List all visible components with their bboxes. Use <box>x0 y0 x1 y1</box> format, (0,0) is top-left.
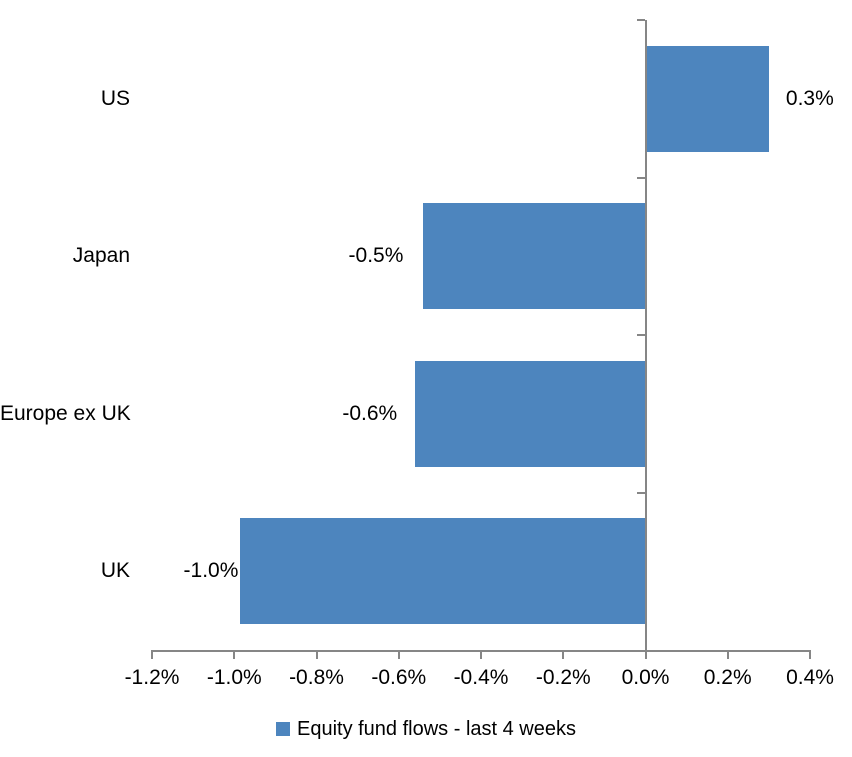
zero-axis-line <box>644 20 647 657</box>
category-tick <box>636 176 645 179</box>
x-axis-tick <box>151 650 153 659</box>
bar <box>423 203 646 310</box>
category-tick <box>636 491 645 494</box>
x-axis-tick <box>562 650 565 659</box>
x-axis-tick-label: -0.4% <box>453 666 509 689</box>
x-axis-tick-label: 0.0% <box>621 666 670 689</box>
x-axis-tick <box>809 650 811 659</box>
category-label: Europe ex UK <box>0 401 131 425</box>
legend-label: Equity fund flows - last 4 weeks <box>296 718 576 740</box>
data-label: -0.6% <box>342 401 398 425</box>
x-axis-tick-label: 0.4% <box>786 666 834 689</box>
category-label: UK <box>100 559 130 583</box>
x-axis-tick <box>315 650 318 659</box>
bar <box>415 360 646 467</box>
x-axis-tick <box>726 650 729 659</box>
x-axis-tick-label: -0.8% <box>289 666 344 689</box>
x-axis-tick-label: 0.2% <box>703 666 752 689</box>
x-axis-tick-label: -1.0% <box>206 666 262 689</box>
x-axis-tick <box>644 650 647 659</box>
legend: Equity fund flows - last 4 weeks <box>0 716 852 742</box>
data-label: 0.3% <box>785 86 834 110</box>
bar <box>645 45 769 152</box>
legend-swatch-icon <box>275 722 290 736</box>
bar <box>240 518 646 625</box>
category-tick <box>636 334 645 336</box>
x-axis-tick-label: -0.2% <box>535 666 591 689</box>
data-label: -0.5% <box>348 244 404 268</box>
x-axis-tick-label: -1.2% <box>124 666 180 689</box>
x-axis-tick <box>233 650 236 659</box>
category-label: Japan <box>72 244 130 268</box>
data-label: -1.0% <box>183 559 239 583</box>
x-axis-tick-label: -0.6% <box>371 666 427 689</box>
category-tick <box>636 19 645 21</box>
x-axis-tick <box>397 650 400 659</box>
x-axis-tick <box>480 650 482 659</box>
category-label: US <box>100 86 130 110</box>
